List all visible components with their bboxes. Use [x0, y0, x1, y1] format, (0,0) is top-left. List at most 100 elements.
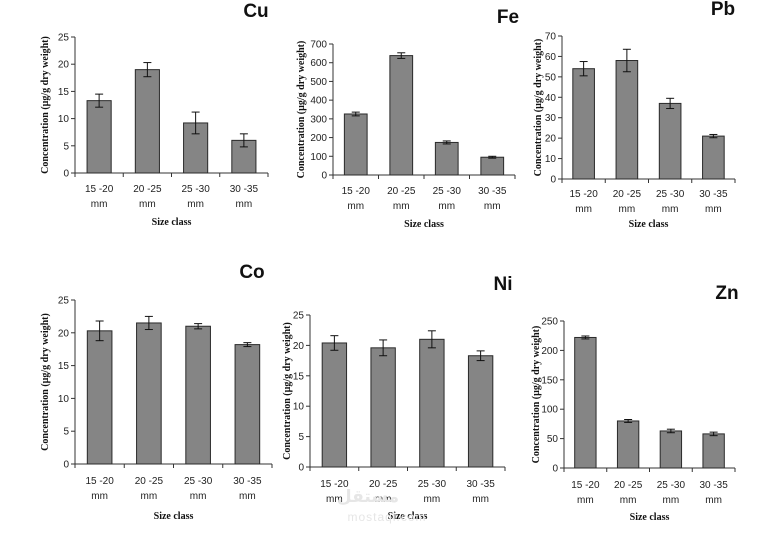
watermark: مستقل mostaql.com: [337, 487, 426, 524]
x-tick-label-unit: mm: [705, 204, 722, 215]
x-axis-label: Size class: [154, 511, 194, 522]
chart-title: Zn: [715, 283, 738, 304]
x-axis-label: Size class: [629, 219, 669, 230]
y-tick-label: 0: [298, 463, 304, 474]
x-tick-label: 15 -20: [342, 186, 371, 197]
bar: [86, 100, 112, 174]
chart-title: Ni: [494, 274, 513, 295]
bar: [86, 330, 113, 465]
bar: [370, 347, 396, 468]
chart-title: Cu: [243, 1, 268, 22]
y-tick-label: 100: [310, 152, 327, 163]
bar: [616, 420, 640, 469]
chart-title: Fe: [497, 7, 519, 28]
x-tick-label: 20 -25: [135, 476, 164, 487]
y-tick-label: 10: [293, 402, 305, 413]
y-tick-label: 0: [63, 460, 69, 471]
y-tick-label: 0: [550, 175, 556, 186]
bar: [321, 342, 348, 468]
x-axis-label: Size class: [388, 511, 428, 522]
y-tick-label: 600: [310, 58, 327, 69]
x-axis-label: Size class: [404, 219, 444, 230]
y-tick-label: 200: [310, 133, 327, 144]
x-tick-label: 25 -30: [184, 476, 213, 487]
x-tick-label-unit: mm: [139, 199, 156, 210]
y-axis-label: Concentration (µg/g dry weight): [40, 313, 51, 451]
y-tick-label: 100: [541, 405, 558, 416]
x-tick-label: 30 -35: [466, 479, 495, 490]
x-tick-label-unit: mm: [577, 495, 594, 506]
y-axis-label: Concentration (µg/g dry weight): [533, 39, 544, 177]
x-tick-label-unit: mm: [424, 494, 441, 505]
chart-panel-ni: Ni 0 5 10 15 20 25 15 -20 mm 20 -25 mm 25 -30 mm 30 -…: [282, 274, 513, 522]
y-tick-label: 30: [545, 113, 557, 124]
bar: [467, 355, 494, 468]
x-tick-label: 25 -30: [181, 184, 210, 195]
chart-title: Co: [239, 262, 264, 283]
y-tick-label: 50: [545, 72, 557, 83]
x-tick-label: 25 -30: [433, 186, 462, 197]
x-tick-label-unit: mm: [236, 199, 253, 210]
x-tick-label: 20 -25: [614, 480, 643, 491]
y-tick-label: 20: [293, 341, 305, 352]
y-tick-label: 300: [310, 114, 327, 125]
x-tick-label-unit: mm: [663, 495, 680, 506]
x-tick-label: 30 -35: [699, 480, 728, 491]
x-tick-label: 20 -25: [133, 184, 162, 195]
y-tick-label: 5: [63, 141, 69, 152]
y-tick-label: 200: [541, 346, 558, 357]
bar: [659, 430, 683, 469]
bar: [389, 55, 414, 176]
y-tick-label: 15: [58, 361, 70, 372]
y-tick-label: 500: [310, 77, 327, 88]
y-tick-label: 0: [63, 169, 69, 180]
x-tick-label: 20 -25: [387, 186, 416, 197]
y-tick-label: 400: [310, 96, 327, 107]
x-tick-label-unit: mm: [619, 204, 636, 215]
bar: [419, 338, 445, 468]
chart-panel-cu: Cu 0 5 10 15 20 25 15 -20 mm 20 -25 mm 25 -30 mm 30 -…: [40, 1, 269, 228]
y-tick-label: 10: [545, 154, 557, 165]
bar: [343, 113, 368, 176]
y-tick-label: 25: [58, 33, 70, 44]
bar: [234, 344, 261, 465]
bar: [658, 102, 682, 180]
chart-panels: Cu 0 5 10 15 20 25 15 -20 mm 20 -25 mm 25 -30 mm 30 -…: [40, 0, 739, 523]
bar: [615, 60, 639, 180]
x-tick-label: 25 -30: [656, 189, 685, 200]
y-tick-label: 25: [58, 296, 70, 307]
y-axis-label: Concentration (µg/g dry weight): [40, 36, 51, 174]
watermark-site: mostaql.com: [347, 510, 426, 524]
y-tick-label: 20: [58, 60, 70, 71]
x-tick-label: 15 -20: [85, 184, 114, 195]
x-tick-label-unit: mm: [190, 491, 207, 502]
y-tick-label: 5: [298, 432, 304, 443]
x-tick-label: 30 -35: [699, 189, 728, 200]
bar: [480, 156, 505, 176]
x-tick-label-unit: mm: [472, 494, 489, 505]
x-tick-label: 15 -20: [569, 189, 598, 200]
y-tick-label: 20: [545, 134, 557, 145]
x-tick-label: 15 -20: [85, 476, 114, 487]
y-tick-label: 700: [310, 40, 327, 51]
y-tick-label: 250: [541, 317, 558, 328]
chart-panel-co: Co 0 5 10 15 20 25 15 -20 mm 20 -25 mm 25 -30 mm 30 -…: [40, 262, 273, 522]
x-tick-label: 20 -25: [613, 189, 642, 200]
y-axis-label: Concentration (µg/g dry weight): [282, 322, 293, 460]
watermark-logo: مستقل: [337, 487, 399, 507]
y-tick-label: 25: [293, 311, 305, 322]
chart-panel-zn: Zn 0 50 100 150 200 250 15 -20 mm 20 -25 mm 25 -30 m…: [531, 283, 739, 523]
y-tick-label: 10: [58, 114, 70, 125]
x-tick-label-unit: mm: [91, 199, 108, 210]
y-tick-label: 10: [58, 394, 70, 405]
bar: [434, 141, 459, 176]
bar: [574, 336, 597, 469]
x-tick-label-unit: mm: [575, 204, 592, 215]
x-tick-label-unit: mm: [662, 204, 679, 215]
x-tick-label-unit: mm: [239, 491, 256, 502]
x-tick-label-unit: mm: [187, 199, 204, 210]
y-tick-label: 15: [293, 371, 305, 382]
x-tick-label: 20 -25: [369, 479, 398, 490]
x-tick-label: 30 -35: [233, 476, 262, 487]
